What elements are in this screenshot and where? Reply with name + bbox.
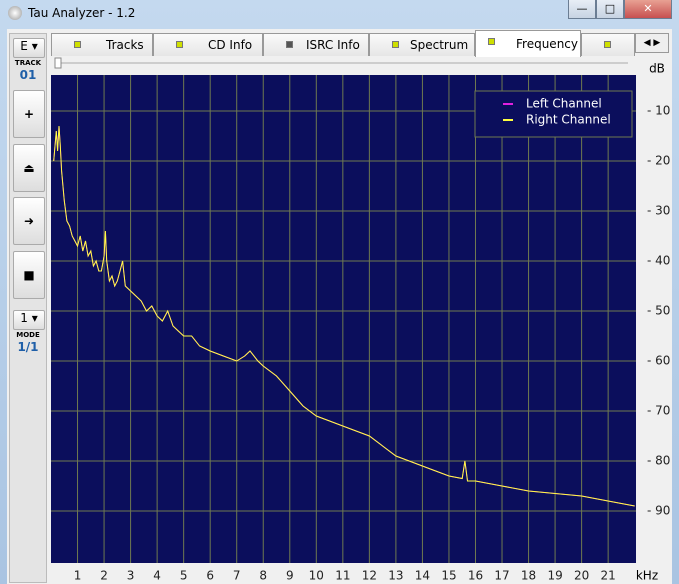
x-tick-label: 9 bbox=[286, 569, 294, 583]
tab-label: Spectrum bbox=[410, 38, 469, 52]
x-tick-label: 6 bbox=[206, 569, 214, 583]
sidebar: E ▾ TRACK 01 + ⏏ ➜ ■ 1 ▾ MODE 1/1 bbox=[9, 33, 47, 583]
y-tick-label: - 90 bbox=[647, 504, 670, 518]
app-icon bbox=[8, 6, 22, 20]
tab-active[interactable]: Frequency bbox=[475, 30, 581, 57]
x-tick-label: 10 bbox=[309, 569, 324, 583]
x-tick-label: 19 bbox=[547, 569, 562, 583]
slider-thumb[interactable] bbox=[54, 57, 62, 69]
y-tick-label: - 20 bbox=[647, 154, 670, 168]
x-tick-label: 16 bbox=[468, 569, 483, 583]
y-unit: dB bbox=[649, 62, 665, 76]
tab-label: ISRC Info bbox=[306, 38, 360, 52]
tab[interactable] bbox=[581, 33, 635, 56]
x-tick-label: 12 bbox=[362, 569, 377, 583]
window-title: Tau Analyzer - 1.2 bbox=[28, 6, 136, 20]
x-tick-label: 7 bbox=[233, 569, 241, 583]
legend-label: Left Channel bbox=[526, 97, 602, 111]
tab-label: Frequency bbox=[516, 37, 578, 51]
play-button[interactable]: ➜ bbox=[13, 197, 45, 245]
track-number: 01 bbox=[19, 68, 37, 82]
minimize-button[interactable]: — bbox=[568, 0, 596, 19]
tab[interactable]: ISRC Info bbox=[263, 33, 369, 56]
add-button[interactable]: + bbox=[13, 90, 45, 138]
spectrum-line bbox=[53, 125, 635, 507]
tab-label: CD Info bbox=[208, 38, 253, 52]
mode-select-value: 1 bbox=[20, 311, 28, 325]
close-button[interactable]: ✕ bbox=[624, 0, 672, 19]
tab[interactable]: CD Info bbox=[153, 33, 263, 56]
x-tick-label: 2 bbox=[100, 569, 108, 583]
y-tick-label: - 80 bbox=[647, 454, 670, 468]
maximize-button[interactable]: □ bbox=[596, 0, 624, 19]
x-tick-label: 17 bbox=[494, 569, 509, 583]
x-tick-label: 8 bbox=[259, 569, 267, 583]
tab[interactable]: Spectrum bbox=[369, 33, 475, 56]
stop-button[interactable]: ■ bbox=[13, 251, 45, 299]
y-tick-label: - 10 bbox=[647, 104, 670, 118]
x-unit: kHz bbox=[636, 569, 658, 583]
y-tick-label: - 60 bbox=[647, 354, 670, 368]
mode-label: MODE bbox=[16, 331, 40, 339]
drive-select[interactable]: E ▾ bbox=[13, 38, 45, 58]
x-tick-label: 5 bbox=[180, 569, 188, 583]
y-tick-label: - 50 bbox=[647, 304, 670, 318]
x-tick-label: 18 bbox=[521, 569, 536, 583]
y-tick-label: - 70 bbox=[647, 404, 670, 418]
track-label: TRACK bbox=[14, 59, 42, 67]
eject-button[interactable]: ⏏ bbox=[13, 144, 45, 192]
plot-area bbox=[51, 75, 636, 563]
y-tick-label: - 40 bbox=[647, 254, 670, 268]
x-tick-label: 11 bbox=[335, 569, 350, 583]
tab-label: Tracks bbox=[106, 38, 144, 52]
legend bbox=[474, 90, 633, 138]
legend-label: Right Channel bbox=[526, 113, 611, 127]
tab[interactable]: Tracks bbox=[51, 33, 153, 56]
x-tick-label: 21 bbox=[601, 569, 616, 583]
tab-scroll[interactable]: ◀ ▶ bbox=[635, 33, 669, 53]
drive: E bbox=[20, 39, 28, 53]
x-tick-label: 4 bbox=[153, 569, 161, 583]
x-tick-label: 20 bbox=[574, 569, 589, 583]
x-tick-label: 15 bbox=[441, 569, 456, 583]
x-tick-label: 14 bbox=[415, 569, 430, 583]
x-tick-label: 3 bbox=[127, 569, 135, 583]
mode-value: 1/1 bbox=[17, 340, 39, 354]
x-tick-label: 13 bbox=[388, 569, 403, 583]
y-tick-label: - 30 bbox=[647, 204, 670, 218]
mode-select[interactable]: 1 ▾ bbox=[13, 310, 45, 330]
x-tick-label: 1 bbox=[74, 569, 82, 583]
